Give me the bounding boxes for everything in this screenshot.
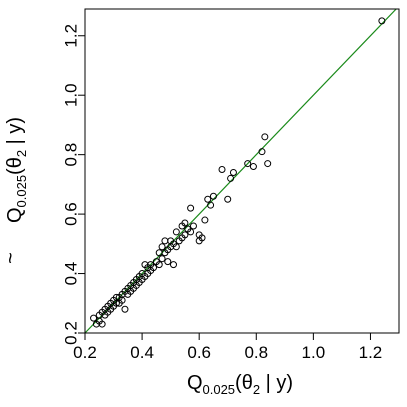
data-points [90,17,386,328]
data-point [172,243,180,251]
y-axis-title-accent: ~ [0,252,22,264]
x-axis-title-end: | y) [260,372,293,394]
data-point [155,261,163,269]
y-axis-title-sub2: 2 [14,150,29,157]
x-tick-label: 0.8 [244,343,268,362]
data-point [181,219,189,227]
x-axis-title-sub2: 2 [253,382,260,397]
data-point [198,234,206,242]
x-axis-title-sub: 0.025 [203,382,236,397]
data-point [158,255,166,263]
data-point [98,320,106,328]
data-point [181,231,189,239]
y-axis-title-end: | y) [4,117,26,150]
svg-text:Q0.025(θ2 | y): Q0.025(θ2 | y) [4,117,29,223]
data-point [187,204,195,212]
x-tick-label: 1.2 [359,343,383,362]
data-point [187,228,195,236]
x-axis-title-main: Q [187,372,203,394]
data-point [112,293,120,301]
y-tick-label: 0.4 [61,262,80,286]
y-tick-label: 0.8 [61,143,80,167]
data-point [264,160,272,168]
data-point [249,163,257,171]
data-point [227,174,235,182]
x-axis-title-rest: (θ [235,372,253,394]
y-axis-title-main: Q [4,207,26,223]
y-tick-label: 1.2 [61,24,80,48]
y-tick-label: 0.6 [61,202,80,226]
data-point [201,216,209,224]
plot-frame [84,8,400,334]
data-point [229,168,237,176]
data-point [158,243,166,251]
data-point [121,305,129,313]
data-point [164,258,172,266]
x-tick-label: 0.2 [73,343,97,362]
y-tick-label: 1.0 [61,83,80,107]
data-point [224,195,232,203]
y-axis: 0.2 0.4 0.6 0.8 1.0 1.2 [61,24,85,345]
x-tick-label: 0.6 [187,343,211,362]
data-point [150,264,158,272]
y-axis-title-rest: (θ [4,157,26,175]
data-point [258,148,266,156]
data-point [189,222,197,230]
data-point [218,166,226,174]
data-point [169,261,177,269]
data-point [244,160,252,168]
data-point [261,133,269,141]
data-point [90,314,98,322]
data-point [378,17,386,25]
x-tick-label: 1.0 [302,343,326,362]
y-axis-title-sub: 0.025 [14,175,29,208]
x-axis-title: Q0.025(θ2 | y) [187,372,293,397]
data-point [207,201,215,209]
data-point [204,195,212,203]
x-tick-label: 0.4 [130,343,154,362]
x-axis: 0.2 0.4 0.6 0.8 1.0 1.2 [73,333,382,362]
y-tick-label: 0.2 [61,321,80,345]
data-point [209,192,217,200]
data-point [172,228,180,236]
y-axis-title: Q0.025(θ2 | y) ~ [0,117,29,264]
